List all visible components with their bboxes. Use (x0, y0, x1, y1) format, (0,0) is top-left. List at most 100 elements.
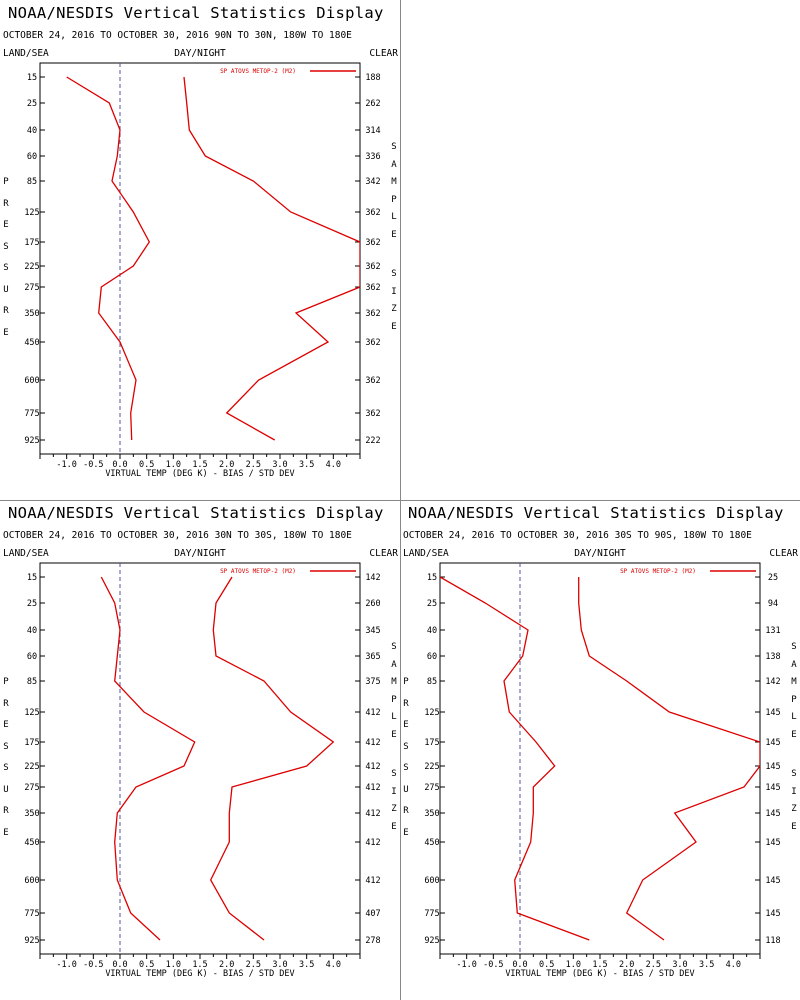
sample-size-label: 142 (765, 677, 780, 687)
ylabel-right-letter: L (791, 712, 797, 722)
ylabel-letter: R (3, 806, 9, 816)
ylabel-letter: E (403, 827, 409, 838)
pressure-label: 60 (427, 652, 437, 662)
pressure-label: 40 (27, 126, 37, 136)
sample-size-label: 375 (365, 677, 380, 687)
x-tick-label: -1.0 (456, 960, 476, 970)
sample-size-label: 362 (365, 283, 380, 293)
pressure-label: 25 (27, 599, 37, 609)
legend-label: SP ATOVS METOP-2 (M2) (220, 68, 296, 75)
x-tick-label: 1.5 (592, 960, 607, 970)
pressure-label: 60 (27, 152, 37, 162)
plot-frame (39, 62, 361, 455)
x-tick-label: 1.0 (166, 960, 181, 970)
ylabel-letter: S (3, 741, 9, 752)
stddev-line (183, 76, 360, 441)
ylabel-letter: P (3, 177, 9, 187)
chart-panel-tropics: NOAA/NESDIS Vertical Statistics Display O… (0, 500, 400, 1000)
ylabel-letter: S (3, 763, 9, 773)
ylabel-right-letter: E (791, 729, 797, 740)
pressure-label: 350 (24, 809, 39, 819)
ylabel-right-letter: S (791, 769, 797, 779)
pressure-label: 225 (24, 762, 39, 772)
pressure-label: 40 (27, 626, 37, 636)
x-tick-label: 2.0 (219, 460, 234, 470)
pressure-label: 450 (24, 838, 39, 848)
sample-size-label: 25 (768, 573, 778, 583)
pressure-label: 600 (24, 876, 39, 886)
ylabel-right-letter: Z (391, 804, 397, 814)
chart-title: NOAA/NESDIS Vertical Statistics Display (8, 4, 384, 22)
ylabel-letter: R (3, 198, 9, 209)
pressure-label: 25 (427, 599, 437, 609)
ylabel-right-letter: E (391, 821, 397, 832)
chart-title: NOAA/NESDIS Vertical Statistics Display (8, 504, 384, 522)
x-tick-label: 2.5 (246, 460, 261, 470)
x-tick-label: 0.0 (512, 960, 527, 970)
x-tick-label: -1.0 (56, 960, 76, 970)
sample-size-label: 260 (365, 599, 380, 609)
ylabel-letter: S (403, 741, 409, 752)
ylabel-right-letter: M (391, 677, 397, 687)
pressure-label: 225 (24, 262, 39, 272)
ylabel-right-letter: A (391, 659, 397, 670)
sample-size-label: 362 (365, 376, 380, 386)
ylabel-right-letter: L (391, 212, 397, 222)
ylabel-right-letter: P (391, 694, 397, 705)
sample-size-label: 94 (768, 599, 778, 609)
sample-size-label: 362 (365, 262, 380, 272)
pressure-label: 925 (24, 936, 39, 946)
pressure-label: 85 (27, 177, 37, 187)
legend-label: SP ATOVS METOP-2 (M2) (620, 568, 696, 575)
sample-size-label: 118 (765, 936, 780, 946)
bias-line (100, 576, 196, 941)
pressure-label: 125 (24, 208, 39, 218)
x-tick-label: 4.0 (326, 960, 341, 970)
x-tick-label: 0.5 (139, 960, 154, 970)
bias-line (440, 576, 590, 941)
sample-size-label: 145 (765, 876, 780, 886)
ylabel-letter: R (403, 806, 409, 816)
sample-size-label: 362 (365, 409, 380, 419)
chart-svg: -1.0 -0.5 0.0 0.5 1.0 1.5 2.0 2.5 3.0 3.5 4.0 VIRTU… (24, 562, 381, 979)
chart-panel-north: NOAA/NESDIS Vertical Statistics Display O… (0, 0, 400, 500)
x-tick-label: 3.5 (299, 460, 314, 470)
pressure-label: 450 (424, 838, 439, 848)
sample-size-label: 145 (765, 738, 780, 748)
chart-title: NOAA/NESDIS Vertical Statistics Display (408, 504, 784, 522)
x-tick-label: -0.5 (483, 960, 503, 970)
x-tick-label: 3.0 (272, 960, 287, 970)
pressure-label: 60 (27, 652, 37, 662)
ylabel-right-letter: L (391, 712, 397, 722)
label-clear: CLEAR (769, 548, 798, 559)
x-tick-label: -0.5 (83, 460, 103, 470)
sample-size-label: 362 (365, 309, 380, 319)
chart-subtitle: OCTOBER 24, 2016 TO OCTOBER 30, 2016 30S… (403, 530, 752, 541)
ylabel-right-letter: E (391, 229, 397, 240)
bias-line (66, 76, 151, 441)
ylabel-right-letter: I (791, 786, 797, 797)
pressure-label: 225 (424, 762, 439, 772)
x-tick-label: 0.0 (112, 460, 127, 470)
x-tick-label: -1.0 (56, 460, 76, 470)
sample-size-label: 314 (365, 126, 380, 136)
pressure-label: 125 (424, 708, 439, 718)
sample-size-label: 412 (365, 738, 380, 748)
sample-size-label: 138 (765, 652, 780, 662)
pressure-label: 775 (24, 409, 39, 419)
ylabel-letter: S (403, 763, 409, 773)
pressure-label: 275 (24, 783, 39, 793)
chart-subtitle: OCTOBER 24, 2016 TO OCTOBER 30, 2016 30N… (3, 530, 352, 541)
sample-size-label: 412 (365, 838, 380, 848)
pressure-label: 775 (424, 909, 439, 919)
horizontal-divider (0, 500, 800, 501)
ylabel-letter: S (3, 241, 9, 252)
sample-size-label: 362 (365, 338, 380, 348)
sample-size-label: 412 (365, 809, 380, 819)
label-day-night: DAY/NIGHT (174, 548, 226, 559)
x-tick-label: 1.0 (166, 460, 181, 470)
ylabel-letter: U (403, 784, 409, 795)
sample-size-label: 412 (365, 783, 380, 793)
pressure-label: 775 (24, 909, 39, 919)
ylabel-right-letter: E (391, 321, 397, 332)
